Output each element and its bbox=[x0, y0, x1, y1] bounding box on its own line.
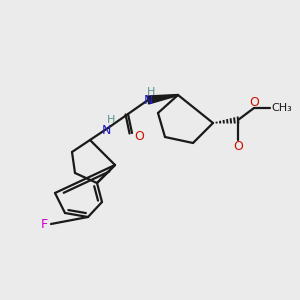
Text: H: H bbox=[107, 115, 115, 125]
Text: CH₃: CH₃ bbox=[272, 103, 292, 113]
Text: F: F bbox=[40, 218, 48, 230]
Text: N: N bbox=[101, 124, 111, 136]
Text: N: N bbox=[143, 94, 153, 107]
Polygon shape bbox=[147, 94, 178, 104]
Text: H: H bbox=[147, 87, 155, 97]
Text: O: O bbox=[233, 140, 243, 154]
Text: O: O bbox=[134, 130, 144, 143]
Text: O: O bbox=[249, 95, 259, 109]
